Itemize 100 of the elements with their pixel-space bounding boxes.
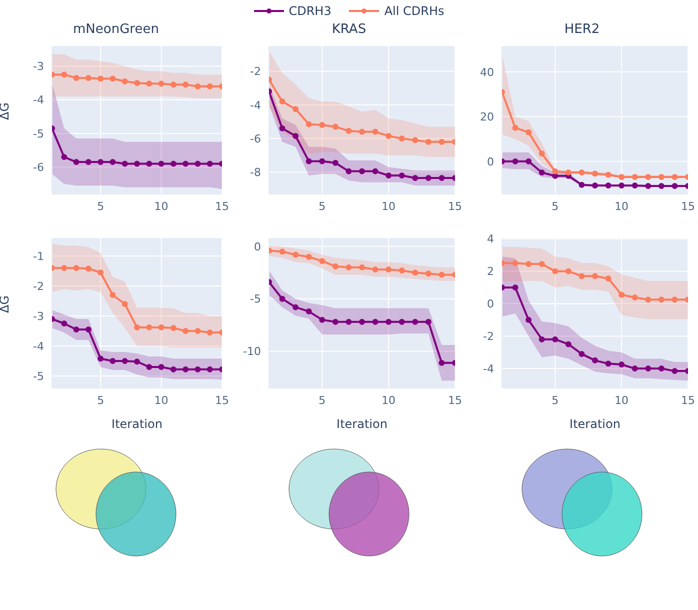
point	[512, 124, 518, 131]
line-series	[502, 284, 688, 374]
point	[279, 125, 286, 132]
point	[672, 368, 678, 374]
point	[110, 292, 116, 298]
point	[538, 260, 545, 267]
point	[194, 366, 201, 372]
point	[122, 160, 128, 167]
point	[319, 122, 326, 128]
point	[632, 182, 638, 189]
point	[645, 174, 652, 180]
point	[194, 328, 201, 334]
y-tick-label: 0	[254, 240, 261, 254]
y-tick-label: -6	[33, 160, 44, 174]
point	[306, 121, 312, 128]
point	[578, 170, 585, 176]
point	[605, 182, 612, 189]
point	[346, 264, 352, 270]
x-axis-title: Iteration	[570, 417, 620, 431]
point	[319, 158, 326, 164]
y-tick-label: 2	[487, 265, 494, 278]
point	[605, 172, 612, 178]
point	[398, 172, 405, 178]
legend-label: All CDRHs	[384, 4, 444, 18]
point	[592, 170, 598, 177]
y-tick-label: 0	[487, 298, 494, 311]
point	[632, 174, 638, 180]
point	[645, 182, 652, 189]
point	[645, 366, 652, 372]
point	[372, 128, 378, 135]
point	[425, 138, 432, 145]
point	[158, 324, 164, 330]
y-tick-label: -5	[33, 370, 44, 383]
point	[372, 318, 378, 325]
point	[425, 175, 432, 182]
point	[618, 182, 625, 189]
point	[658, 182, 664, 189]
point	[279, 296, 286, 302]
point	[292, 106, 299, 112]
point	[110, 159, 116, 166]
point	[158, 364, 164, 370]
point	[292, 252, 299, 258]
point	[332, 160, 338, 166]
y-tick-label: 40	[480, 66, 494, 79]
y-tick-label: -4	[483, 362, 494, 376]
point	[73, 74, 80, 81]
point	[512, 284, 518, 290]
point	[85, 74, 92, 81]
point	[398, 136, 405, 142]
point	[170, 325, 176, 331]
point	[110, 358, 116, 364]
point	[319, 316, 326, 323]
point	[319, 258, 326, 264]
point	[194, 83, 201, 90]
point	[134, 358, 140, 365]
point	[170, 82, 176, 88]
point	[578, 273, 585, 280]
x-tick-label: 10	[154, 394, 168, 407]
x-axis-title: Iteration	[112, 417, 162, 431]
point	[658, 296, 664, 303]
y-tick-label: -3	[33, 60, 44, 74]
line-series	[502, 260, 688, 303]
point	[146, 160, 152, 167]
y-tick-label: -1	[33, 250, 44, 263]
y-tick-label: -4	[33, 94, 44, 107]
point	[605, 276, 612, 282]
point	[618, 361, 625, 368]
point	[134, 80, 140, 86]
x-tick-label: 10	[154, 200, 168, 213]
point	[134, 324, 140, 330]
point	[552, 168, 558, 174]
x-tick-label: 10	[382, 394, 396, 407]
point	[632, 366, 638, 372]
point	[122, 358, 128, 364]
point	[398, 268, 405, 274]
point	[61, 154, 68, 160]
x-tick-label: 15	[448, 200, 462, 213]
point	[565, 268, 572, 274]
y-tick-label: -4	[250, 98, 261, 112]
point	[122, 78, 128, 84]
point	[306, 308, 312, 314]
point	[526, 316, 532, 323]
x-tick-label: 15	[681, 200, 695, 213]
point	[372, 266, 378, 272]
point	[512, 260, 518, 266]
point	[538, 336, 545, 342]
x-tick-label: 5	[552, 200, 559, 213]
y-tick-label: -5	[250, 292, 261, 306]
point	[565, 170, 572, 176]
line-series	[52, 316, 222, 372]
point	[332, 263, 338, 270]
point	[279, 98, 286, 104]
point	[134, 160, 140, 167]
y-tick-label: -2	[483, 330, 494, 344]
point	[526, 129, 532, 136]
point	[672, 182, 678, 189]
point	[306, 158, 312, 164]
point	[526, 158, 532, 164]
point	[592, 273, 598, 280]
x-tick-label: 5	[97, 394, 104, 407]
